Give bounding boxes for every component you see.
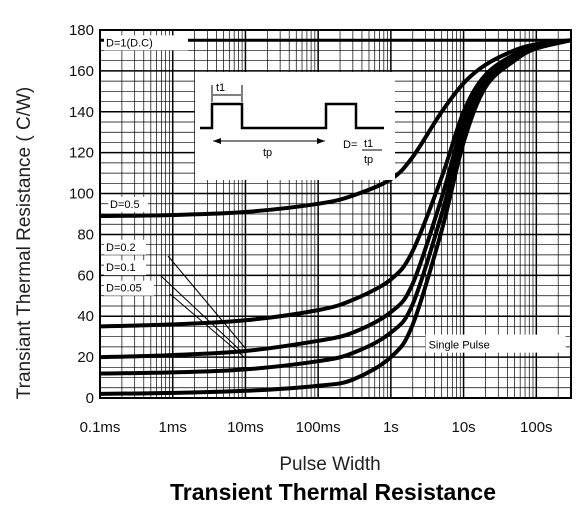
leader-line	[169, 293, 245, 358]
leader-line	[167, 255, 247, 350]
inset-frac-t1: t1	[364, 138, 373, 150]
inset-t1: t1	[216, 82, 225, 94]
label-d05-bg	[108, 196, 148, 212]
label-d01-bg	[104, 260, 146, 276]
label-d005: D=0.05	[106, 283, 142, 295]
pulse-waveform	[200, 102, 384, 130]
y-tick-label: 100	[69, 186, 94, 203]
y-tick-label: 140	[69, 104, 94, 121]
label-dc: D=1(D.C)	[106, 37, 153, 49]
chart-title: Transient Thermal Resistance	[170, 479, 496, 505]
tp-arrowhead-left	[213, 138, 221, 144]
y-tick-label: 180	[69, 22, 94, 39]
label-dc-bg	[104, 35, 188, 51]
inset-d-eq: D=	[343, 139, 357, 151]
y-tick-label: 120	[69, 145, 94, 162]
inset-box	[195, 72, 395, 180]
label-d02-bg	[104, 239, 146, 255]
inset-tp: tp	[263, 147, 272, 159]
y-tick-label: 60	[77, 267, 94, 284]
series-lines	[99, 38, 572, 396]
plot-frame	[99, 29, 572, 399]
single-pulse-bg	[425, 334, 566, 353]
y-axis-title: Transiant Thermal Resistance ( C/W)	[14, 87, 35, 400]
pulse-inset: t1 tp D= t1 tp	[195, 72, 395, 180]
y-tick-label: 160	[69, 63, 94, 80]
tick-labels: 0 20 40 60 80 100 120 140 160 180 0.1ms 1ms 10ms 100m…	[69, 22, 553, 436]
x-tick-label: 1s	[383, 419, 399, 436]
y-tick-label: 80	[77, 226, 94, 243]
x-tick-label: 10ms	[227, 419, 264, 436]
x-tick-label: 0.1ms	[80, 419, 121, 436]
y-tick-label: 0	[86, 390, 94, 407]
x-tick-label: 1ms	[159, 419, 187, 436]
tp-arrowhead-right	[317, 138, 325, 144]
y-tick-label: 40	[77, 308, 94, 325]
series-line-1	[99, 38, 572, 218]
label-single-pulse: Single Pulse	[429, 340, 490, 352]
series-line-5	[99, 38, 572, 396]
x-tick-label: 10s	[451, 419, 475, 436]
curve-labels: D=1(D.C) D=0.5 D=0.2 D=0.1 D=0.05 Single Puls…	[104, 35, 566, 358]
x-axis-title: Pulse Width	[279, 454, 380, 475]
y-tick-label: 20	[77, 349, 94, 366]
inset-frac-tp: tp	[364, 154, 373, 166]
label-d05: D=0.5	[110, 199, 140, 211]
label-d005-bg	[104, 280, 154, 296]
leader-line	[159, 274, 244, 354]
label-d01: D=0.1	[106, 262, 136, 274]
x-tick-label: 100s	[520, 419, 553, 436]
x-tick-label: 100ms	[296, 419, 341, 436]
label-d02: D=0.2	[106, 242, 136, 254]
